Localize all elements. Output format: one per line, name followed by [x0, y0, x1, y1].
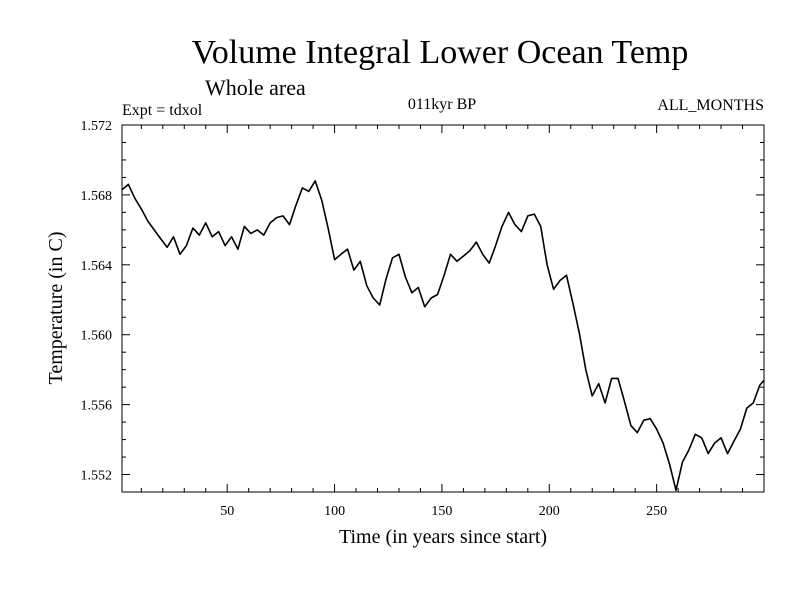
y-tick-label: 1.552	[81, 469, 113, 484]
x-tick-label: 200	[539, 504, 560, 519]
y-tick-label: 1.560	[81, 329, 113, 344]
months-label: ALL_MONTHS	[657, 97, 764, 114]
chart-subtitle: Whole area	[205, 75, 306, 100]
x-axis-label: Time (in years since start)	[339, 526, 547, 548]
expt-label: Expt = tdxol	[122, 102, 203, 119]
x-tick-label: 50	[220, 504, 234, 519]
y-tick-label: 1.556	[81, 399, 113, 414]
y-axis-label: Temperature (in C)	[45, 232, 67, 385]
x-tick-label: 100	[324, 504, 345, 519]
series-line	[121, 180, 765, 492]
x-tick-label: 250	[646, 504, 667, 519]
chart-title: Volume Integral Lower Ocean Temp	[192, 34, 689, 71]
y-tick-label: 1.568	[81, 189, 113, 204]
plot-frame	[121, 124, 765, 493]
y-tick-label: 1.572	[81, 119, 113, 134]
period-label: 011kyr BP	[408, 96, 476, 113]
tick-labels: 50 100 150 200 250 1.552 1.556 1.560 1.564 1.568 1…	[81, 119, 668, 519]
axis-ticks	[122, 125, 764, 492]
x-tick-label: 150	[431, 504, 452, 519]
y-tick-label: 1.564	[81, 259, 113, 274]
